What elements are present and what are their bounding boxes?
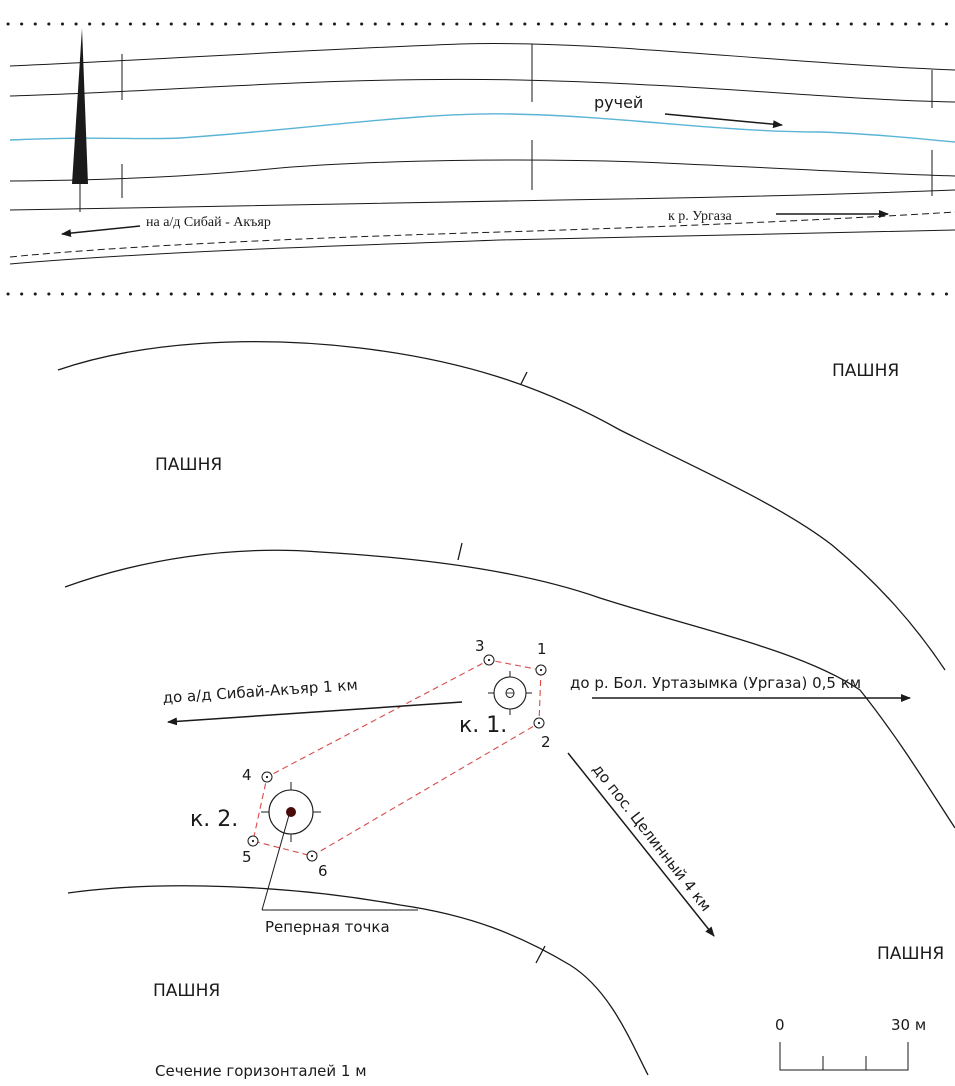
scale-end-label: 30 м (891, 1016, 926, 1034)
direction-arrow-west (167, 701, 463, 726)
corner-point-5: 5 (242, 835, 259, 866)
contour-upper (57, 341, 946, 671)
contour-lower (67, 885, 649, 1076)
field-label-top-left: ПАШНЯ (155, 455, 222, 475)
kurgan-2-symbol (261, 782, 321, 842)
direction-label-southeast: до пос. Целинный 4 км (589, 760, 715, 914)
stream-line (9, 113, 955, 143)
north-arrow-icon (72, 28, 88, 184)
corner-point-4: 4 (242, 766, 273, 784)
contour-lower-tick (535, 945, 546, 964)
contour-interval-note: Сечение горизонталей 1 м (155, 1062, 367, 1080)
stream-flow-arrow (664, 113, 783, 129)
contour-middle-tick (457, 542, 463, 561)
road-left-label: на а/д Сибай - Акъяр (146, 215, 271, 230)
kurgan-1-symbol (488, 671, 532, 715)
scale-bar: 0 30 м (775, 1016, 926, 1071)
inset-section-ticks (121, 44, 933, 198)
direction-label-east: до р. Бол. Уртазымка (Ургаза) 0,5 км (570, 674, 861, 692)
inset-contour-2 (9, 78, 955, 103)
direction-label-west: до а/д Сибай-Акъяр 1 км (162, 676, 358, 707)
svg-text:4: 4 (242, 766, 252, 784)
direction-arrow-southeast (567, 752, 715, 937)
corner-point-3: 3 (475, 637, 495, 666)
inset-contour-1 (9, 43, 955, 71)
main-plan: ПАШНЯ ПАШНЯ ПАШНЯ ПАШНЯ 1 2 3 4 (57, 341, 955, 1080)
road-dashed-line (9, 211, 955, 258)
svg-text:6: 6 (318, 862, 328, 880)
svg-text:3: 3 (475, 637, 485, 655)
contour-middle (64, 549, 955, 829)
corner-point-6: 6 (306, 850, 328, 880)
field-label-bottom-right: ПАШНЯ (877, 944, 944, 964)
benchmark-leader (261, 814, 290, 911)
benchmark-label: Реперная точка (265, 918, 390, 936)
benchmark-icon (286, 807, 296, 817)
corner-points: 1 2 3 4 5 6 (242, 637, 551, 880)
stream-label: ручей (594, 93, 643, 112)
inset-contour-4 (9, 189, 955, 211)
road-right-label: к р. Ургаза (668, 209, 732, 224)
corner-point-2: 2 (533, 717, 551, 751)
svg-text:2: 2 (541, 733, 551, 751)
kurgan-1-label: к. 1. (459, 713, 507, 738)
field-label-bottom-left: ПАШНЯ (153, 981, 220, 1001)
contour-upper-tick (520, 371, 528, 385)
field-label-top-right: ПАШНЯ (832, 361, 899, 381)
scale-start-label: 0 (775, 1016, 785, 1034)
corner-point-1: 1 (535, 640, 547, 676)
road-edge-line (9, 229, 955, 265)
inset-contour-3 (9, 159, 955, 182)
svg-text:1: 1 (537, 640, 547, 658)
kurgan-2-label: к. 2. (190, 807, 238, 832)
svg-text:5: 5 (242, 848, 252, 866)
road-left-arrow (61, 225, 141, 238)
inset-map: ручей на а/д Сибай - Акъяр к р. Ургаза (6, 22, 955, 296)
